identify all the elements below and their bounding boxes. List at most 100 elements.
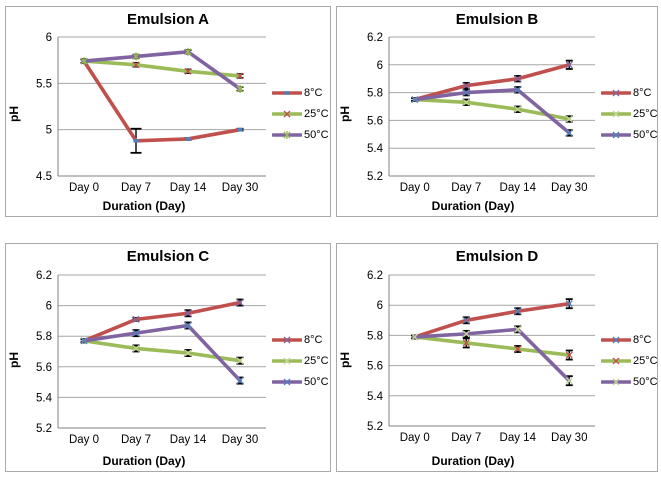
svg-text:Day 14: Day 14 — [500, 182, 537, 194]
svg-text:4.5: 4.5 — [36, 171, 52, 183]
x-axis-label: Duration (Day) — [431, 454, 515, 468]
svg-text:Day 30: Day 30 — [222, 182, 258, 194]
y-axis-label: pH — [338, 106, 352, 123]
plot-area: 5.2 5.4 5.6 5.8 6 6.2 Day 0 Day 7 Day 14 Day 30 — [367, 270, 595, 444]
legend-line-marker-icon — [272, 91, 302, 96]
legend-label: 50°C — [633, 129, 658, 142]
chart-panel-emulsion-a: Emulsion A pH 4.5 5 5.5 6 Day 0 Day 7 Day 14 Da… — [5, 6, 331, 217]
legend: 8°C 25°C 50°C — [601, 268, 658, 453]
svg-text:Day 7: Day 7 — [451, 432, 481, 444]
legend-label: 25°C — [633, 354, 658, 367]
chart-body: pH 4.5 5 5.5 6 Day 0 Day 7 Day 14 Day 30 8°C 25… — [6, 30, 330, 198]
x-axis-label: Duration (Day) — [431, 199, 515, 214]
chart-body: pH 5.2 5.4 5.6 5.8 6 6.2 Day 0 Day 7 Day 14 Day 3… — [337, 30, 657, 198]
chart-body: pH 5.2 5.4 5.6 5.8 6 6.2 Day 0 Day 7 Day 14 Day 3… — [337, 268, 657, 453]
legend-line-marker-icon — [601, 132, 631, 139]
legend-label: 50°C — [633, 375, 658, 388]
svg-text:Day 30: Day 30 — [551, 432, 587, 444]
chart-title: Emulsion D — [455, 248, 539, 265]
svg-text:6: 6 — [46, 301, 52, 313]
svg-text:5.6: 5.6 — [36, 362, 52, 374]
legend-item: 8°C — [272, 334, 329, 346]
svg-text:5.6: 5.6 — [367, 116, 383, 128]
x-axis-label: Duration (Day) — [102, 199, 186, 214]
legend: 8°C 25°C 50°C — [272, 268, 330, 453]
legend-item: 25°C — [601, 354, 658, 367]
chart-panel-emulsion-d: Emulsion D pH 5.2 5.4 5.6 5.8 6 6.2 Day 0 Day 7… — [336, 243, 658, 472]
plot-area: 5.2 5.4 5.6 5.8 6 6.2 Day 0 Day 7 Day 14 Day 30 — [36, 270, 266, 446]
legend-item: 8°C — [601, 333, 657, 346]
svg-text:5.2: 5.2 — [367, 171, 383, 183]
legend-label: 8°C — [304, 87, 323, 100]
svg-text:5.2: 5.2 — [36, 423, 52, 435]
y-axis-label: pH — [7, 352, 21, 369]
svg-text:Day 30: Day 30 — [222, 434, 258, 446]
legend-label: 8°C — [633, 87, 652, 100]
legend-label: 25°C — [304, 354, 329, 367]
svg-text:Day 7: Day 7 — [451, 182, 481, 194]
plot-area: 5.2 5.4 5.6 5.8 6 6.2 Day 0 Day 7 Day 14 Day 30 — [367, 32, 595, 194]
svg-text:5.4: 5.4 — [36, 392, 53, 404]
chart-title: Emulsion A — [127, 11, 209, 28]
legend-line-marker-icon — [272, 336, 302, 343]
svg-text:6.2: 6.2 — [36, 270, 52, 282]
legend-item: 50°C — [601, 375, 658, 388]
x-axis-label: Duration (Day) — [102, 454, 186, 468]
svg-text:6: 6 — [377, 60, 383, 72]
svg-text:5.4: 5.4 — [367, 144, 384, 156]
legend: 8°C 25°C 50°C — [272, 30, 330, 198]
legend-line-marker-icon — [601, 336, 631, 343]
svg-text:Day 0: Day 0 — [69, 182, 99, 194]
legend-line-marker-icon — [601, 378, 631, 385]
legend-line-marker-icon — [272, 111, 302, 118]
svg-text:Day 0: Day 0 — [400, 432, 430, 444]
svg-text:5.5: 5.5 — [36, 79, 52, 91]
legend-line-marker-icon — [272, 378, 302, 385]
svg-text:Day 14: Day 14 — [170, 434, 207, 446]
legend-label: 25°C — [633, 108, 658, 121]
chart-title: Emulsion C — [126, 248, 210, 265]
legend: 8°C 25°C 50°C — [601, 30, 658, 198]
legend-item: 8°C — [272, 87, 329, 99]
svg-text:5.6: 5.6 — [367, 361, 383, 373]
svg-text:Day 0: Day 0 — [400, 182, 430, 194]
chart-body: pH 5.2 5.4 5.6 5.8 6 6.2 Day 0 Day 7 Day 14 Day 3… — [6, 268, 330, 453]
svg-text:Day 7: Day 7 — [121, 434, 151, 446]
chart-panel-emulsion-b: Emulsion B pH 5.2 5.4 5.6 5.8 6 6.2 Day 0 Day 7… — [336, 6, 658, 217]
legend-line-marker-icon — [601, 111, 631, 118]
legend-line-marker-icon — [601, 357, 631, 364]
svg-text:5.8: 5.8 — [36, 331, 52, 343]
legend-item: 25°C — [601, 108, 658, 121]
legend-item: 25°C — [272, 108, 329, 120]
legend-label: 8°C — [633, 333, 652, 346]
legend-item: 50°C — [272, 376, 329, 388]
legend-line-marker-icon — [601, 90, 631, 97]
svg-text:Day 0: Day 0 — [69, 434, 99, 446]
svg-text:6.2: 6.2 — [367, 32, 383, 44]
y-axis-label: pH — [7, 106, 21, 123]
legend-line-marker-icon — [272, 357, 302, 364]
svg-text:5.4: 5.4 — [367, 391, 384, 403]
y-axis-label: pH — [338, 352, 352, 369]
svg-text:5.8: 5.8 — [367, 330, 383, 342]
svg-text:Day 14: Day 14 — [500, 432, 537, 444]
legend-label: 50°C — [304, 129, 329, 142]
legend-item: 25°C — [272, 355, 329, 367]
svg-text:6.2: 6.2 — [367, 270, 383, 282]
svg-text:6: 6 — [46, 32, 52, 44]
legend-item: 8°C — [601, 87, 657, 100]
svg-text:Day 30: Day 30 — [551, 182, 587, 194]
plot-area: 4.5 5 5.5 6 Day 0 Day 7 Day 14 Day 30 — [36, 32, 266, 194]
svg-text:Day 7: Day 7 — [121, 182, 151, 194]
legend-label: 50°C — [304, 375, 329, 388]
svg-text:5.8: 5.8 — [367, 88, 383, 100]
svg-text:5.2: 5.2 — [367, 421, 383, 433]
svg-text:Day 14: Day 14 — [170, 182, 207, 194]
svg-text:6: 6 — [377, 300, 383, 312]
legend-item: 50°C — [272, 129, 329, 141]
legend-label: 25°C — [304, 108, 329, 121]
svg-text:5: 5 — [46, 125, 52, 137]
legend-item: 50°C — [601, 129, 658, 142]
legend-line-marker-icon — [272, 131, 302, 140]
